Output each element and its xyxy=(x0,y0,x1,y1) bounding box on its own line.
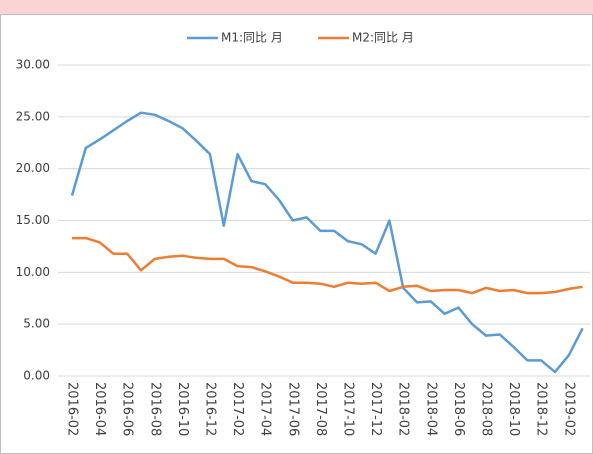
x-tick-label: 2018-12 xyxy=(534,382,549,436)
x-tick-label: 2017-04 xyxy=(258,382,273,436)
y-tick-label: 25.00 xyxy=(16,109,50,123)
series-line xyxy=(72,236,583,295)
y-tick-label: 0.00 xyxy=(23,369,50,383)
x-tick-label: 2016-04 xyxy=(92,382,107,436)
series-line xyxy=(70,111,584,374)
y-tick-label: 20.00 xyxy=(16,161,50,175)
x-tick-label: 2016-02 xyxy=(65,382,80,436)
x-tick-label: 2016-08 xyxy=(147,382,162,436)
x-tick-label: 2016-10 xyxy=(175,382,190,436)
legend-label: M2:同比 月 xyxy=(352,31,414,45)
y-tick-label: 30.00 xyxy=(16,58,50,72)
y-tick-label: 15.00 xyxy=(16,213,50,227)
x-tick-label: 2018-04 xyxy=(423,382,438,436)
legend-label: M1:同比 月 xyxy=(221,31,283,45)
x-tick-label: 2017-10 xyxy=(341,382,356,436)
x-tick-label: 2017-08 xyxy=(313,382,328,436)
x-tick-label: 2017-02 xyxy=(230,382,245,436)
top-band xyxy=(0,0,593,14)
x-tick-label: 2016-06 xyxy=(120,382,135,436)
x-tick-label: 2018-02 xyxy=(396,382,411,436)
x-tick-label: 2017-06 xyxy=(285,382,300,436)
y-tick-label: 10.00 xyxy=(16,265,50,279)
x-tick-label: 2018-10 xyxy=(506,382,521,436)
x-tick-label: 2019-02 xyxy=(561,382,576,436)
x-tick-label: 2018-08 xyxy=(479,382,494,436)
x-tick-label: 2016-12 xyxy=(203,382,218,436)
x-tick-label: 2017-12 xyxy=(368,382,383,436)
x-tick-label: 2018-06 xyxy=(451,382,466,436)
y-tick-label: 5.00 xyxy=(23,317,50,331)
